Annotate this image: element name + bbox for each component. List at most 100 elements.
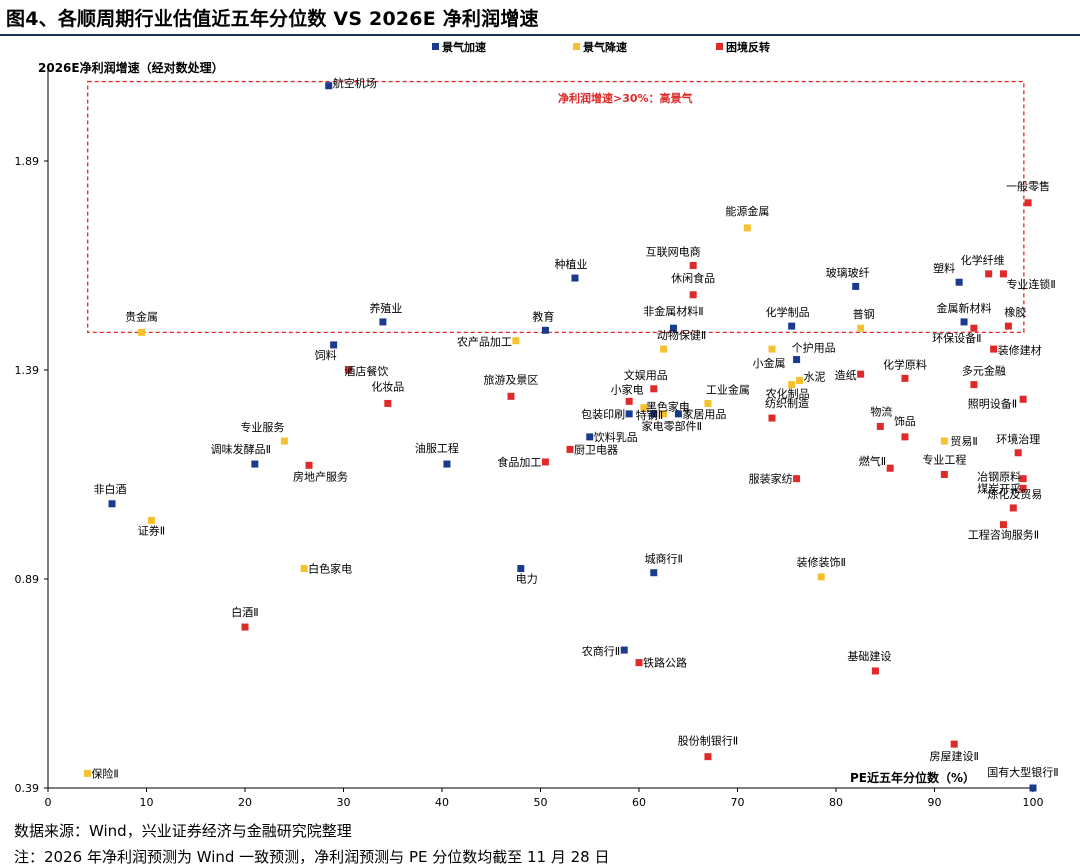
high-growth-region: 净利润增速>30%：高景气 xyxy=(87,80,1025,334)
source-note: 数据来源：Wind，兴业证券经济与金融研究院整理 xyxy=(14,822,352,840)
point-label: 农化制品 xyxy=(766,387,810,401)
legend-label: 困境反转 xyxy=(726,40,770,54)
data-point xyxy=(512,337,520,345)
y-axis-label: 2026E净利润增速（经对数处理） xyxy=(38,60,224,75)
data-point xyxy=(876,422,884,430)
x-axis-label: PE近五年分位数（%） xyxy=(850,770,975,785)
point-label: 铁路公路 xyxy=(643,657,687,670)
point-label: 煤炭开采 xyxy=(977,482,1021,495)
data-point xyxy=(620,646,628,654)
point-label: 小家电 xyxy=(611,382,644,396)
data-point xyxy=(251,460,259,468)
point-label: 燃气Ⅱ xyxy=(859,454,886,468)
legend-marker xyxy=(716,43,723,50)
data-point xyxy=(817,573,825,581)
data-point xyxy=(344,366,352,374)
chart-title: 图4、各顺周期行业估值近五年分位数 VS 2026E 净利润增速 xyxy=(6,8,539,30)
point-label: 黑色家电 xyxy=(646,400,690,414)
point-label: 玻璃玻纤 xyxy=(826,265,870,279)
point-label: 非白酒 xyxy=(94,482,127,496)
data-point xyxy=(768,414,776,422)
point-label: 证券Ⅱ xyxy=(138,523,165,537)
data-point xyxy=(970,324,978,332)
data-point xyxy=(1019,484,1027,492)
data-point xyxy=(305,461,313,469)
point-label: 厨卫电器 xyxy=(574,443,618,456)
point-label: 农产品加工 xyxy=(457,335,512,349)
legend-label: 景气加速 xyxy=(441,40,486,54)
data-point xyxy=(330,341,338,349)
x-tick-label: 60 xyxy=(632,796,646,809)
point-label: 种植业 xyxy=(554,257,587,271)
point-label: 调味发酵品Ⅱ xyxy=(211,442,271,456)
data-point xyxy=(586,433,594,441)
data-point xyxy=(1004,322,1012,330)
point-label: 家电零部件Ⅱ xyxy=(642,419,702,433)
data-point xyxy=(147,516,155,524)
x-tick-label: 100 xyxy=(1023,796,1044,809)
point-label: 农商行Ⅱ xyxy=(582,644,620,658)
data-point xyxy=(660,410,668,418)
data-point xyxy=(300,565,308,573)
point-label: 个护用品 xyxy=(792,341,836,355)
point-label: 酒店餐饮 xyxy=(344,364,388,378)
point-label: 物流 xyxy=(870,404,892,418)
legend-label: 景气降速 xyxy=(582,40,627,54)
data-point xyxy=(857,370,865,378)
point-label: 橡胶 xyxy=(1004,305,1026,319)
data-point xyxy=(379,318,387,326)
x-tick-label: 20 xyxy=(238,796,252,809)
data-point xyxy=(541,458,549,466)
point-label: 照明设备Ⅱ xyxy=(968,396,1017,410)
point-label: 保险Ⅱ xyxy=(91,766,118,780)
point-label: 炼化及贸易 xyxy=(987,487,1042,501)
annotation-text: 净利润增速>30%：高景气 xyxy=(558,91,693,105)
data-point xyxy=(704,753,712,761)
data-point xyxy=(970,381,978,389)
x-tick-label: 0 xyxy=(45,796,52,809)
point-label: 饮料乳品 xyxy=(594,430,638,444)
point-label: 冶钢原料 xyxy=(977,470,1021,484)
point-label: 房屋建设Ⅱ xyxy=(929,749,978,763)
data-point xyxy=(768,345,776,353)
data-point xyxy=(1024,199,1032,207)
data-point xyxy=(793,356,801,364)
point-label: 互联网电商 xyxy=(646,245,701,259)
data-point xyxy=(1014,449,1022,457)
data-point xyxy=(660,345,668,353)
point-label: 房地产服务 xyxy=(293,469,348,483)
point-label: 基础建设 xyxy=(847,649,891,663)
point-label: 贵金属 xyxy=(125,309,158,323)
data-point xyxy=(704,399,712,407)
point-label: 饰品 xyxy=(894,414,916,428)
data-point xyxy=(138,328,146,336)
point-label: 饲料 xyxy=(315,348,337,362)
point-label: 化学原料 xyxy=(883,357,927,371)
data-point xyxy=(325,82,333,90)
point-label: 包装印刷 xyxy=(581,408,625,421)
point-label: 小金属 xyxy=(752,356,785,370)
x-tick-label: 40 xyxy=(435,796,449,809)
data-point xyxy=(940,471,948,478)
data-point xyxy=(1009,504,1017,512)
data-point xyxy=(1019,395,1027,403)
point-label: 电力 xyxy=(516,573,538,586)
point-label: 环境治理 xyxy=(996,432,1040,446)
x-tick-label: 90 xyxy=(928,796,942,809)
point-label: 航空机场 xyxy=(333,76,377,90)
data-point xyxy=(625,410,633,418)
point-label: 城商行Ⅱ xyxy=(645,552,683,566)
data-point xyxy=(669,324,677,332)
data-point xyxy=(999,270,1007,278)
data-point xyxy=(788,381,796,389)
y-tick-label: 0.89 xyxy=(15,573,40,586)
point-label: 食品加工 xyxy=(497,455,541,469)
data-point xyxy=(960,318,968,326)
data-point xyxy=(108,500,116,508)
data-point xyxy=(793,475,801,483)
data-point xyxy=(640,404,648,412)
data-point xyxy=(689,262,697,269)
data-point xyxy=(950,740,958,748)
data-point xyxy=(571,274,579,282)
point-label: 普钢 xyxy=(853,307,875,321)
